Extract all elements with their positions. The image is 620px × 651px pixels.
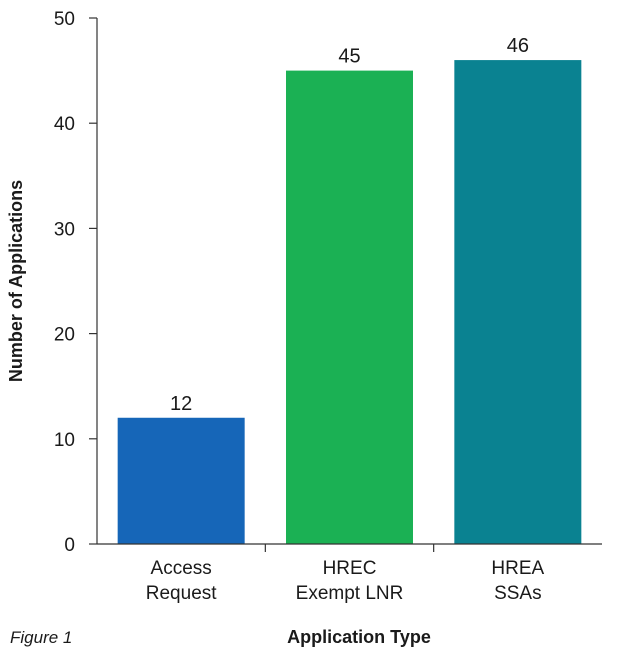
x-axis-title: Application Type [287,627,431,647]
category-label-1-line-2: Request [146,583,217,604]
bar-2 [286,70,413,544]
category-label-2-line-2: Exempt LNR [296,583,404,604]
y-tick-label-40: 40 [54,114,75,135]
y-axis-title: Number of Applications [6,180,26,382]
data-label-3: 46 [507,35,529,57]
x-axis-ticks [264,544,435,552]
y-tick-label-50: 50 [54,9,75,30]
data-label-2: 45 [338,46,360,68]
category-label-2-line-1: HREC [323,558,377,579]
bar-3 [454,60,582,545]
bar-1 [117,417,245,544]
y-tick-label-10: 10 [54,430,75,451]
category-label-1-line-1: Access [151,558,212,579]
y-tick-label-30: 30 [54,219,75,240]
y-tick-label-0: 0 [64,535,75,556]
category-labels: Access Request HREC Exempt LNR HREA SSAs [146,558,545,604]
category-label-3-line-2: SSAs [494,583,542,604]
y-tick-label-20: 20 [54,325,75,346]
data-labels: 12 45 46 [170,35,529,415]
figure-caption: Figure 1 [10,628,72,647]
y-axis-ticks: 0 10 20 30 40 50 [54,9,97,556]
data-label-1: 12 [170,393,192,415]
bars [117,60,582,545]
category-label-3-line-1: HREA [491,558,544,579]
